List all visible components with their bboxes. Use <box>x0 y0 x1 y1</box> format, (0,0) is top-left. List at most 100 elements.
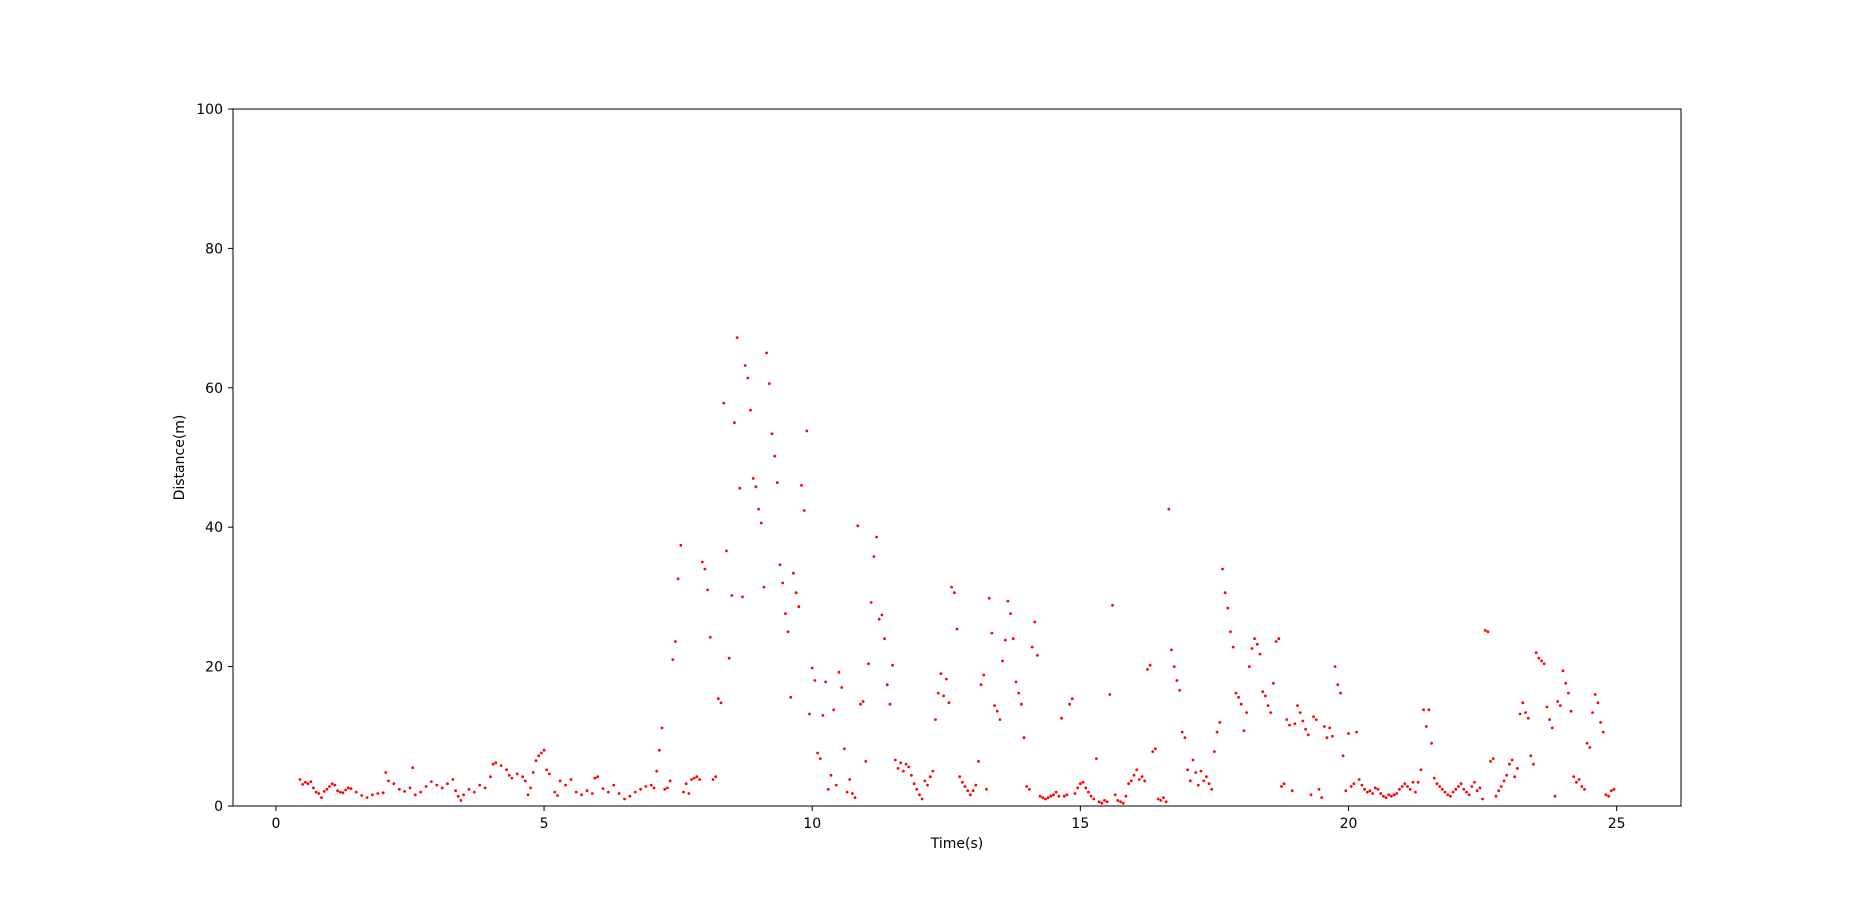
data-point <box>655 769 659 773</box>
data-point <box>1129 779 1133 783</box>
data-point <box>840 686 844 689</box>
data-point <box>1446 793 1450 797</box>
data-point <box>813 679 817 682</box>
data-point <box>1357 778 1361 781</box>
x-tick-label: 0 <box>271 816 280 832</box>
data-point <box>1288 723 1291 727</box>
data-point <box>510 776 514 780</box>
data-point <box>837 670 841 674</box>
data-point <box>708 635 712 639</box>
data-point <box>1247 665 1251 668</box>
data-point <box>1274 640 1278 643</box>
data-point <box>1491 757 1495 760</box>
data-point <box>722 401 726 405</box>
data-point <box>690 778 693 781</box>
data-point <box>934 718 937 721</box>
data-point <box>698 778 701 781</box>
data-point <box>1239 702 1243 706</box>
data-point <box>961 780 964 784</box>
data-point <box>574 790 578 794</box>
data-point <box>794 591 798 595</box>
data-point <box>982 673 986 677</box>
data-point <box>1306 733 1310 737</box>
data-point <box>821 714 825 717</box>
data-point <box>1255 642 1259 646</box>
data-point <box>666 786 669 790</box>
data-point <box>1331 734 1334 738</box>
data-point <box>869 601 873 604</box>
data-point <box>1196 783 1200 787</box>
data-point <box>757 507 760 511</box>
data-point <box>1280 785 1283 788</box>
data-point <box>816 751 819 755</box>
data-point <box>1151 750 1155 753</box>
data-point <box>612 783 616 787</box>
data-point <box>1510 758 1514 762</box>
data-point <box>1363 787 1366 791</box>
data-point <box>1438 785 1442 788</box>
y-tick-label: 80 <box>205 241 223 257</box>
data-point <box>1599 721 1602 724</box>
data-point <box>1229 630 1232 634</box>
data-point <box>483 786 487 790</box>
data-point <box>1419 768 1423 772</box>
data-point <box>397 787 401 791</box>
data-point <box>336 789 339 793</box>
data-point <box>1175 679 1179 682</box>
data-point <box>1593 693 1597 696</box>
data-point <box>1435 782 1439 786</box>
data-point <box>1537 656 1541 660</box>
data-point <box>344 788 347 792</box>
plot-area-frame <box>232 108 1682 807</box>
data-point <box>1191 758 1195 762</box>
data-point <box>1172 665 1176 668</box>
data-point <box>719 701 723 705</box>
data-point <box>864 760 868 763</box>
data-point <box>1296 704 1299 707</box>
data-point <box>1078 782 1082 786</box>
data-point <box>341 791 345 795</box>
data-point <box>1609 789 1613 793</box>
data-point <box>1234 691 1238 695</box>
data-point <box>1100 801 1104 805</box>
data-point <box>1422 708 1425 712</box>
data-point <box>700 560 704 564</box>
data-point <box>896 767 900 770</box>
data-point <box>1148 663 1152 667</box>
data-point <box>1478 786 1482 790</box>
data-point <box>1095 757 1098 760</box>
data-point <box>663 787 667 791</box>
data-point <box>1601 730 1605 734</box>
data-point <box>1403 782 1407 786</box>
data-point <box>1076 786 1080 790</box>
data-point <box>1320 796 1324 799</box>
data-point <box>1221 567 1224 571</box>
data-point <box>1430 741 1433 745</box>
data-point <box>923 779 927 783</box>
data-point <box>915 787 919 791</box>
data-point <box>1277 637 1281 641</box>
data-point <box>1349 785 1353 788</box>
x-tick-label: 20 <box>1340 816 1358 832</box>
data-point <box>668 779 672 783</box>
data-point <box>1580 785 1584 788</box>
data-point <box>328 785 331 788</box>
data-point <box>1207 782 1211 786</box>
data-point <box>899 761 903 765</box>
data-point <box>1052 793 1055 797</box>
data-point <box>826 787 830 791</box>
data-point <box>1202 779 1206 783</box>
data-point <box>325 787 329 791</box>
data-point <box>1347 732 1350 735</box>
data-point <box>1470 785 1474 788</box>
data-point <box>1017 691 1021 695</box>
data-point <box>824 680 827 684</box>
data-point <box>472 790 476 794</box>
data-point <box>1323 725 1326 728</box>
data-point <box>633 790 637 794</box>
data-point <box>727 656 731 660</box>
data-point <box>349 787 353 790</box>
data-point <box>1352 782 1356 786</box>
y-tick-label: 0 <box>214 799 223 815</box>
